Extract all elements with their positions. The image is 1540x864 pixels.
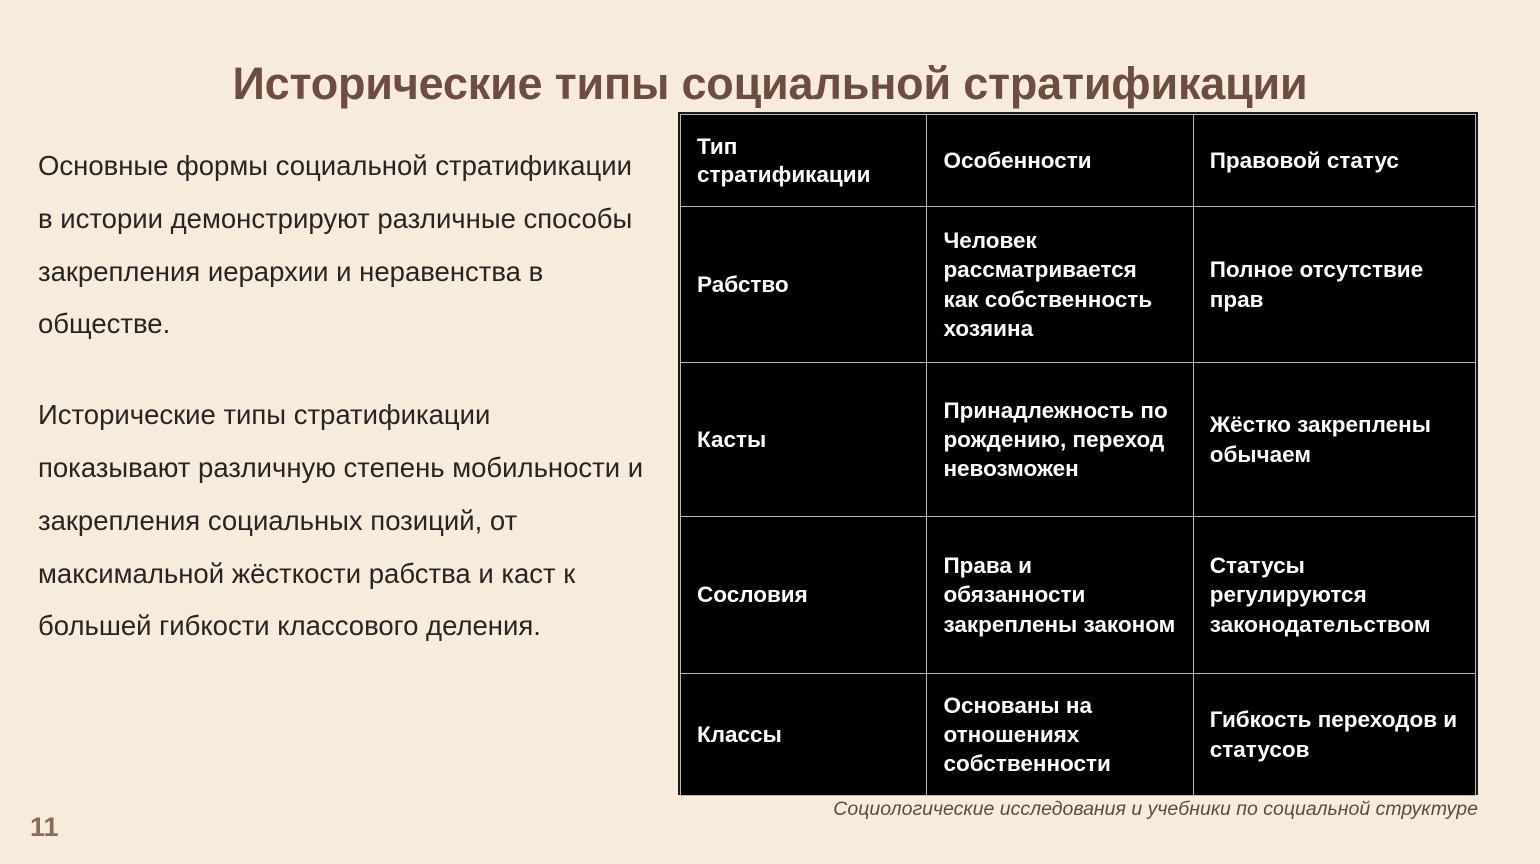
body-paragraph-1: Основные формы социальной стратификации … — [38, 150, 633, 340]
stratification-table-container: Тип стратификации Особенности Правовой с… — [678, 112, 1478, 796]
cell-legal-status: Жёстко закреплены обычаем — [1192, 362, 1477, 517]
cell-legal-status: Полное отсутствие прав — [1192, 206, 1477, 363]
table-row: Рабство Человек рассматривается как собс… — [679, 206, 1477, 363]
table-row: Классы Основаны на отношениях собственно… — [679, 673, 1477, 796]
body-paragraph-2: Исторические типы стратификации показыва… — [38, 399, 644, 642]
cell-type: Классы — [679, 673, 928, 796]
table-body: Рабство Человек рассматривается как собс… — [679, 206, 1477, 796]
cell-features: Права и обязанности закреплены законом — [926, 516, 1194, 674]
cell-type: Сословия — [679, 516, 928, 674]
cell-legal-status: Статусы регулируются законодательством — [1192, 516, 1477, 674]
table-caption: Социологические исследования и учебники … — [833, 798, 1478, 820]
cell-type: Рабство — [679, 206, 928, 363]
stratification-table: Тип стратификации Особенности Правовой с… — [679, 114, 1477, 796]
table-row: Касты Принадлежность по рождению, перехо… — [679, 362, 1477, 517]
cell-features: Основаны на отношениях собственности — [926, 673, 1194, 796]
table-header: Тип стратификации Особенности Правовой с… — [679, 114, 1477, 207]
cell-features: Принадлежность по рождению, переход нево… — [926, 362, 1194, 517]
page-title: Исторические типы социальной стратификац… — [232, 58, 1308, 110]
column-header-features: Особенности — [926, 114, 1194, 207]
page-number: 11 — [30, 812, 59, 842]
column-header-legal-status: Правовой статус — [1192, 114, 1477, 207]
left-text-column: Основные формы социальной стратификации … — [38, 140, 650, 653]
cell-features: Человек рассматривается как собственност… — [926, 206, 1194, 363]
table-row: Сословия Права и обязанности закреплены … — [679, 516, 1477, 674]
cell-legal-status: Гибкость переходов и статусов — [1192, 673, 1477, 796]
column-header-type: Тип стратификации — [679, 114, 928, 207]
table-header-row: Тип стратификации Особенности Правовой с… — [679, 114, 1477, 207]
cell-type: Касты — [679, 362, 928, 517]
